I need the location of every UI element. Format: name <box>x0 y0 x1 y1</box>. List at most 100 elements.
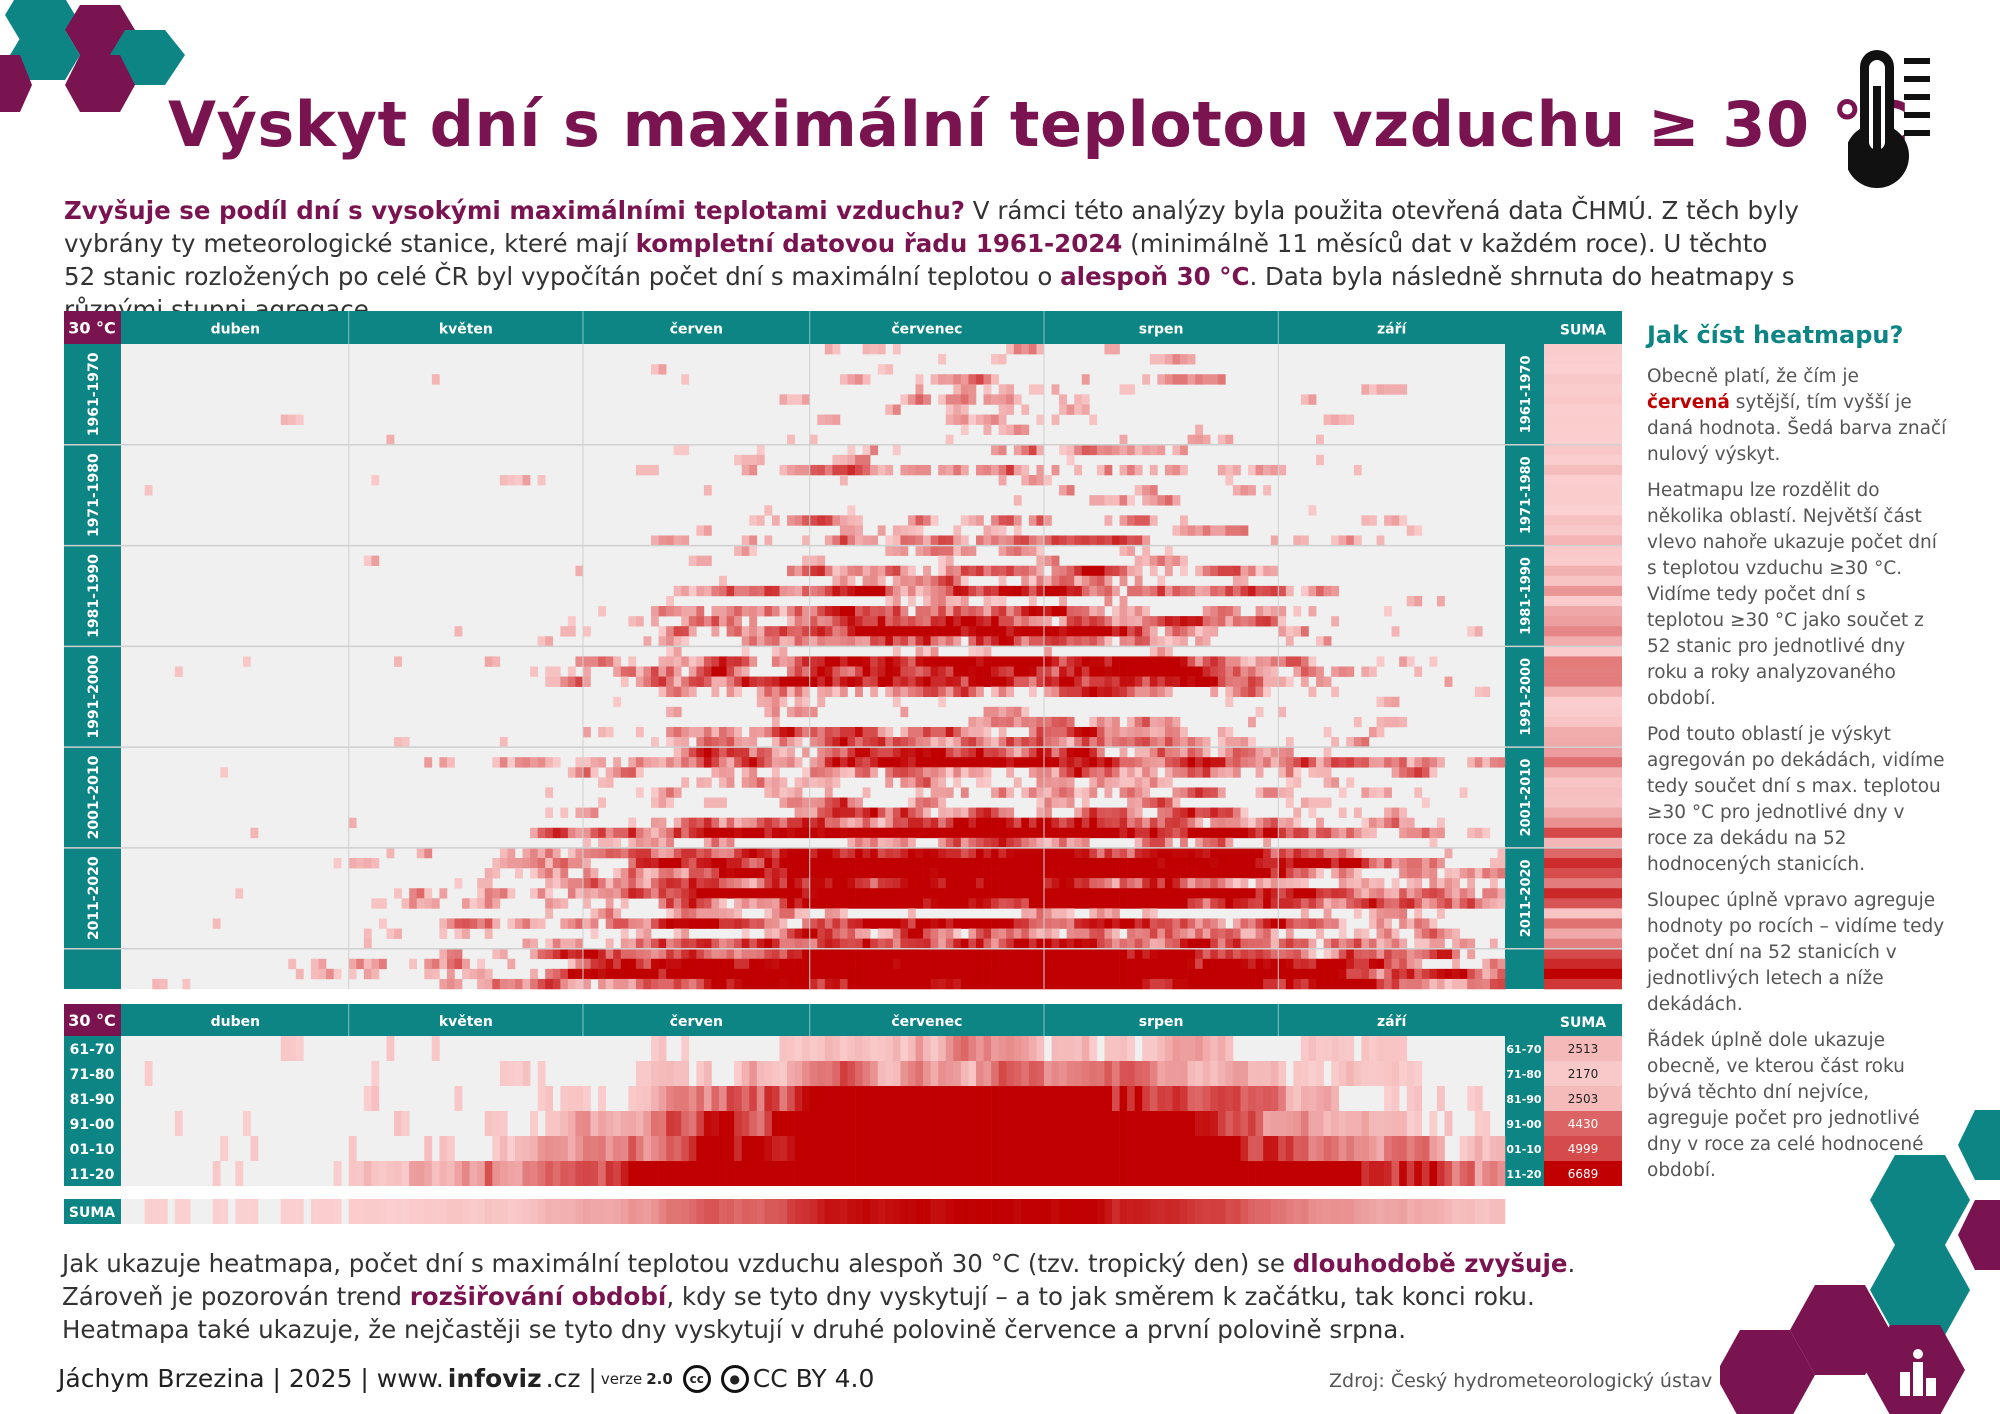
heatmap-cell <box>855 978 863 990</box>
heatmap-cell <box>870 868 879 879</box>
heatmap-cell <box>1149 646 1158 657</box>
heatmap-cell <box>1119 595 1128 607</box>
heatmap-cell <box>983 716 992 728</box>
heatmap-cell <box>711 737 720 748</box>
heatmap-cell <box>560 918 569 929</box>
heatmap-cell <box>915 978 924 990</box>
decade-cell <box>794 1111 803 1136</box>
heatmap-cell <box>726 616 735 627</box>
heatmap-cell <box>1006 706 1015 718</box>
heatmap-cell <box>1127 948 1135 960</box>
heatmap-cell <box>885 978 894 990</box>
heatmap-cell <box>1384 857 1392 869</box>
heatmap-cell <box>643 857 652 869</box>
heatmap-cell <box>454 978 463 990</box>
heatmap-cell <box>1436 595 1445 607</box>
heatmap-cell <box>885 364 894 375</box>
heatmap-cell <box>1104 918 1113 929</box>
heatmap-cell <box>824 827 833 839</box>
heatmap-cell <box>1044 686 1052 698</box>
heatmap-cell <box>530 847 538 859</box>
heatmap-cell <box>575 968 584 980</box>
decade-cell <box>1436 1136 1445 1161</box>
heatmap-cell <box>1368 666 1377 677</box>
decade-cell <box>1142 1136 1151 1161</box>
sum-cell <box>688 1199 697 1224</box>
heatmap-cell <box>900 968 909 980</box>
heatmap-cell <box>1308 666 1317 677</box>
heatmap-cell <box>1119 636 1128 647</box>
heatmap-cell <box>1021 857 1030 869</box>
heatmap-cell <box>1112 928 1120 939</box>
heatmap-cell <box>847 747 856 758</box>
heatmap-cell <box>923 767 931 778</box>
heatmap-cell <box>1028 686 1037 698</box>
decade-cell <box>885 1061 894 1086</box>
heatmap-cell <box>1293 767 1302 778</box>
heatmap-cell <box>1066 585 1075 597</box>
decade-cell <box>1028 1136 1037 1161</box>
decade-total-cell <box>1544 1136 1622 1161</box>
sum-cell <box>651 1199 659 1224</box>
heatmap-cell <box>1157 837 1166 849</box>
heatmap-cell <box>1127 797 1135 808</box>
heatmap-cell <box>885 837 894 849</box>
heatmap-cell <box>1180 787 1188 798</box>
heatmap-cell <box>1142 767 1151 778</box>
heatmap-cell <box>847 575 856 587</box>
heatmap-cell <box>1051 656 1060 667</box>
heatmap-cell <box>1028 666 1037 677</box>
heatmap-cell <box>824 565 833 577</box>
heatmap-cell <box>839 908 848 919</box>
decade-cell <box>651 1061 659 1086</box>
heatmap-cell <box>1036 898 1045 909</box>
heatmap-cell <box>862 606 871 617</box>
heatmap-cell <box>1195 374 1204 385</box>
heatmap-cell <box>703 757 712 768</box>
decade-row-label: 81-90 <box>70 1092 115 1108</box>
heatmap-cell <box>764 918 773 929</box>
heatmap-cell <box>794 968 803 980</box>
heatmap-cell <box>1195 888 1204 899</box>
heatmap-cell <box>1391 928 1400 939</box>
heatmap-cell <box>545 948 554 960</box>
heatmap-cell <box>1021 737 1030 748</box>
heatmap-cell <box>1028 344 1037 355</box>
heatmap-cell <box>915 918 924 929</box>
heatmap-cell <box>764 686 773 698</box>
heatmap-cell <box>734 968 743 980</box>
heatmap-cell <box>651 827 659 839</box>
heatmap-cell <box>771 868 780 879</box>
heatmap-cell <box>794 565 803 577</box>
heatmap-cell <box>1406 898 1415 909</box>
heatmap-cell <box>545 898 554 909</box>
intro-part: kompletní datovou řadu 1961-2024 <box>635 229 1123 258</box>
heatmap-cell <box>1285 676 1294 687</box>
decade-cell <box>1346 1136 1355 1161</box>
heatmap-cell <box>945 757 954 768</box>
heatmap-cell <box>1399 767 1408 778</box>
heatmap-cell <box>1308 606 1317 617</box>
heatmap-cell <box>719 757 727 768</box>
decade-cell <box>1127 1036 1135 1061</box>
heatmap-cell <box>1255 706 1264 718</box>
heatmap-cell <box>938 797 947 808</box>
heatmap-cell <box>1217 787 1226 798</box>
heatmap-cell <box>1225 747 1234 758</box>
heatmap-cell <box>945 878 954 889</box>
heatmap-cell <box>613 958 622 970</box>
heatmap-cell <box>998 868 1007 879</box>
decade-cell <box>779 1136 788 1161</box>
heatmap-cell <box>1036 575 1045 587</box>
heatmap-cell <box>1346 898 1355 909</box>
heatmap-cell <box>1255 666 1264 677</box>
heatmap-cell <box>953 414 962 425</box>
decade-cell <box>1149 1161 1158 1186</box>
heatmap-cell <box>1459 888 1468 899</box>
heatmap-cell <box>371 958 380 970</box>
decade-cell <box>734 1111 743 1136</box>
sum-cell <box>975 1199 984 1224</box>
heatmap-cell <box>923 958 931 970</box>
heatmap-cell <box>771 716 780 728</box>
heatmap-cell <box>847 817 856 829</box>
